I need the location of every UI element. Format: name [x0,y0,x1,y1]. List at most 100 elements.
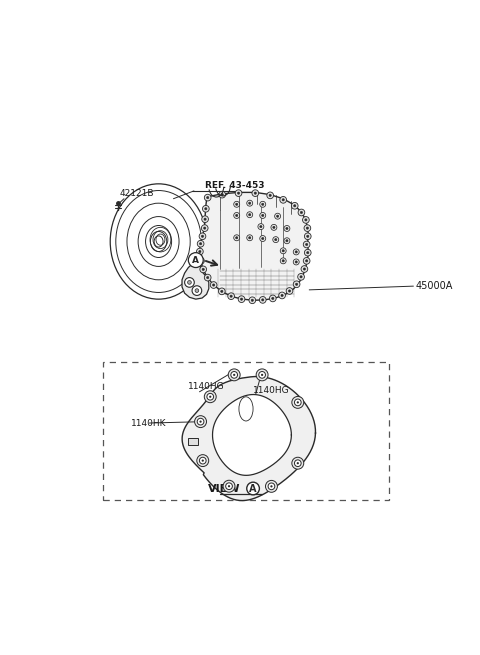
Circle shape [273,226,275,229]
Circle shape [305,244,308,246]
Circle shape [252,190,259,196]
Circle shape [204,274,211,281]
Text: A: A [249,483,257,493]
Circle shape [209,396,211,398]
Circle shape [275,214,281,219]
Circle shape [226,483,232,489]
Circle shape [294,204,296,207]
Circle shape [199,233,206,240]
Circle shape [261,374,263,376]
Circle shape [221,193,223,196]
Circle shape [273,236,279,242]
Circle shape [202,225,208,231]
Circle shape [268,483,275,490]
Circle shape [206,276,209,278]
Ellipse shape [228,369,240,381]
Ellipse shape [197,455,209,466]
Ellipse shape [292,396,304,408]
Circle shape [196,248,203,255]
Circle shape [301,266,308,272]
Circle shape [204,227,206,229]
Circle shape [247,212,252,217]
Ellipse shape [223,480,235,492]
Circle shape [260,236,266,242]
Circle shape [259,297,266,303]
Circle shape [202,216,208,223]
Circle shape [251,299,253,301]
Circle shape [303,241,310,248]
Polygon shape [213,394,291,476]
Circle shape [297,402,299,403]
Circle shape [236,236,238,239]
Circle shape [254,192,256,195]
Circle shape [207,394,214,400]
Circle shape [286,227,288,230]
Circle shape [262,237,264,240]
Circle shape [203,206,209,212]
Circle shape [304,233,311,240]
Circle shape [206,196,209,198]
Circle shape [234,212,240,218]
Circle shape [269,295,276,302]
Circle shape [298,274,304,280]
Circle shape [204,208,207,210]
Circle shape [262,214,264,217]
Circle shape [233,374,235,376]
Circle shape [307,252,309,253]
Circle shape [228,293,234,299]
Circle shape [291,202,298,209]
Circle shape [260,201,266,207]
Circle shape [247,482,259,495]
Circle shape [210,282,217,288]
Circle shape [188,253,203,267]
Circle shape [202,460,204,462]
Circle shape [282,260,284,262]
Text: 1140HG: 1140HG [188,382,225,391]
Circle shape [269,195,271,196]
Circle shape [304,225,311,231]
Circle shape [247,200,252,206]
Circle shape [303,268,305,270]
Circle shape [238,296,245,303]
Circle shape [295,251,297,253]
Circle shape [282,250,284,252]
Circle shape [185,278,194,288]
Circle shape [236,203,238,206]
Circle shape [272,297,274,299]
Circle shape [288,290,290,292]
Text: A: A [192,255,199,265]
Circle shape [279,292,286,299]
Circle shape [305,219,307,221]
Circle shape [280,196,287,203]
Circle shape [249,202,251,204]
Circle shape [236,214,238,217]
Circle shape [219,191,226,198]
Circle shape [200,242,202,245]
Circle shape [221,290,223,293]
Circle shape [240,298,243,300]
Circle shape [188,280,192,284]
Circle shape [306,227,309,229]
Circle shape [275,238,277,241]
Circle shape [302,217,309,223]
Circle shape [304,250,311,256]
Circle shape [305,260,308,262]
Circle shape [230,295,232,297]
Polygon shape [182,258,209,299]
Ellipse shape [265,480,277,493]
Circle shape [204,218,206,220]
Circle shape [293,281,300,288]
Circle shape [267,192,274,198]
Text: 45000A: 45000A [415,281,453,291]
Circle shape [270,485,273,487]
Circle shape [271,225,277,231]
Circle shape [296,283,298,286]
Circle shape [259,371,265,378]
Circle shape [293,259,299,265]
Text: 1140HG: 1140HG [253,386,290,395]
FancyBboxPatch shape [188,438,198,445]
Circle shape [197,419,204,425]
Text: VIEW: VIEW [208,483,240,493]
Circle shape [282,198,284,201]
Circle shape [200,260,202,262]
